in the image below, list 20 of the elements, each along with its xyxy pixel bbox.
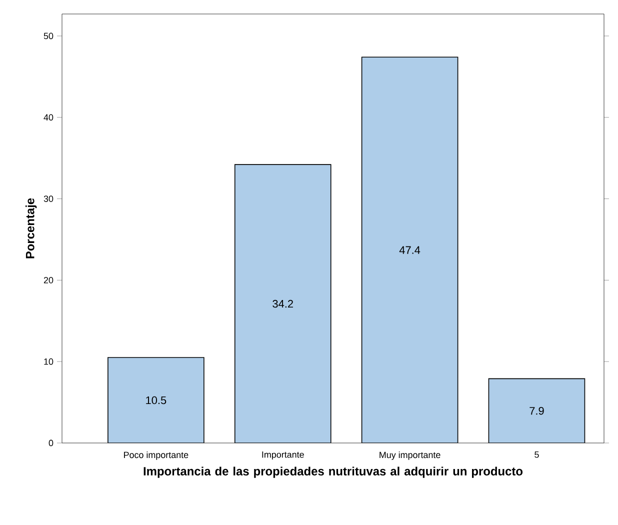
y-tick-label: 30	[44, 196, 54, 202]
x-tick-label: 5	[534, 452, 539, 458]
data-label: 10.5	[146, 396, 166, 404]
x-tick-label: Muy importante	[380, 452, 440, 460]
bar	[488, 378, 586, 443]
y-tick-label: 0	[48, 440, 54, 446]
data-label: 47.4	[399, 246, 420, 254]
y-tick-label: 20	[44, 277, 54, 284]
y-axis-title: Porcentaje	[26, 198, 37, 258]
bar	[361, 56, 458, 443]
data-label: 7.9	[530, 406, 544, 415]
y-tick-label: 40	[44, 114, 54, 121]
bar	[108, 358, 204, 443]
bar	[234, 164, 332, 443]
x-tick-label: Poco importante	[124, 452, 188, 460]
x-tick-label: Importante	[262, 452, 304, 460]
y-tick-label: 50	[44, 32, 54, 40]
y-tick-label: 10	[44, 358, 54, 365]
data-label: 34.2	[272, 300, 293, 308]
x-axis-title: Importancia de las propiedades nutrituvas al adquirir un producto	[144, 466, 523, 478]
